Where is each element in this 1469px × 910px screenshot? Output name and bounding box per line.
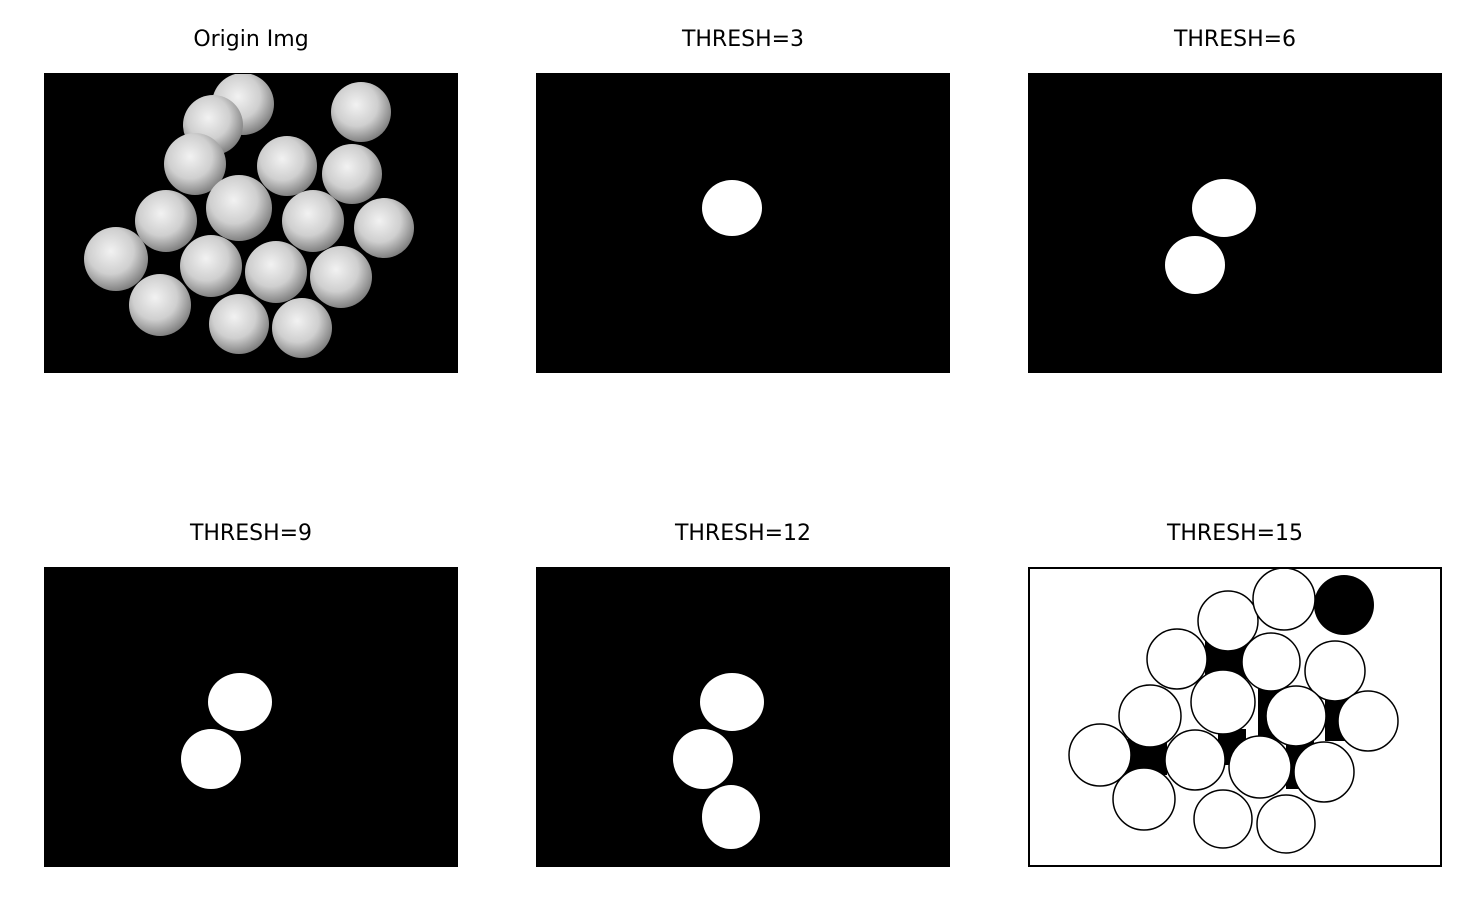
- panel-title: THRESH=3: [681, 27, 805, 52]
- image-origin: [44, 73, 458, 373]
- image-thresh-9: [44, 567, 458, 867]
- image-thresh-12: [536, 567, 950, 867]
- panel-title: THRESH=9: [189, 521, 313, 546]
- image-thresh-15: [1028, 567, 1442, 867]
- balls: [84, 74, 414, 358]
- panel-title: THRESH=15: [1166, 521, 1304, 546]
- panel-title: THRESH=6: [1173, 27, 1297, 52]
- panel-title: Origin Img: [193, 27, 309, 52]
- image-thresh-3: [536, 73, 950, 373]
- panel-title: THRESH=12: [674, 521, 812, 546]
- image-thresh-6: [1028, 73, 1442, 373]
